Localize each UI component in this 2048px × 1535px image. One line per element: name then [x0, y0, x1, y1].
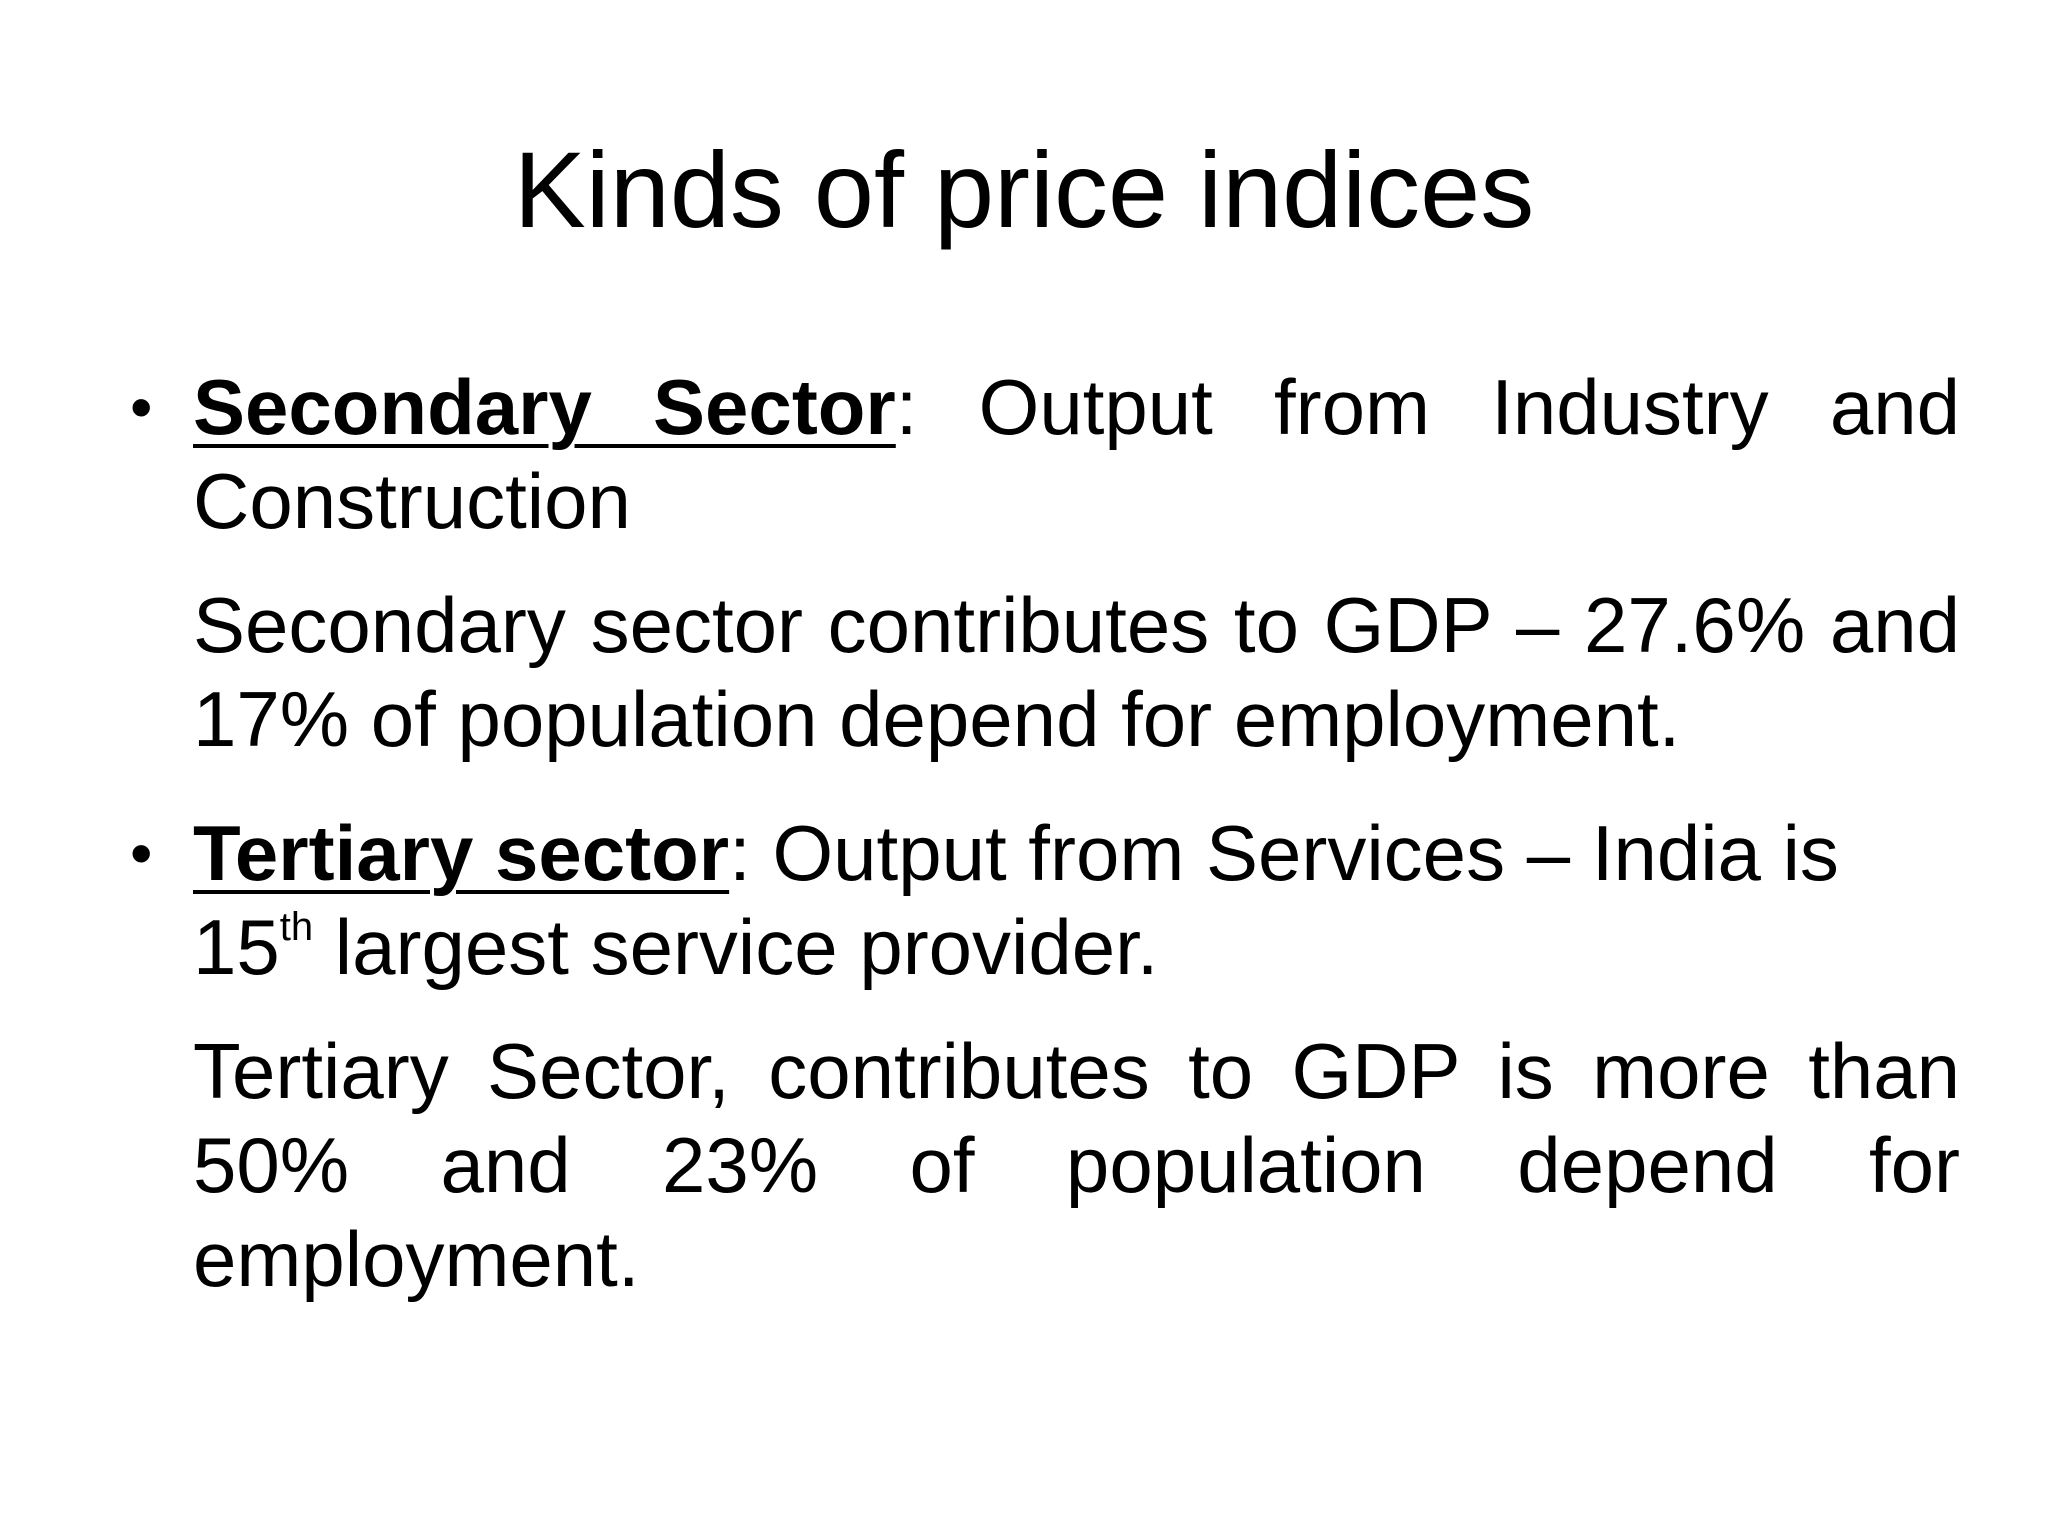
slide-content: • Secondary Sector: Output from Industry …: [130, 360, 1960, 1306]
term-tertiary-sector: Tertiary sector: [193, 809, 730, 897]
bullet-tertiary-sector: • Tertiary sector: Output from Services –…: [130, 806, 1960, 994]
term-secondary-sector: Secondary Sector: [193, 363, 896, 451]
tertiary-sector-detail: Tertiary Sector, contributes to GDP is m…: [193, 1027, 1960, 1303]
rank-number: 15: [193, 903, 280, 991]
ordinal-suffix: th: [279, 905, 314, 949]
bullet-text-continued: largest service provider.: [313, 903, 1159, 991]
slide-title: Kinds of price indices: [513, 129, 1535, 250]
bullet-icon: •: [130, 371, 153, 443]
bullet-icon: •: [130, 817, 153, 889]
secondary-sector-detail: Secondary sector contributes to GDP – 27…: [193, 581, 1960, 763]
bullet-text: Output from Industry and Construction: [193, 363, 1960, 545]
term-separator: :: [895, 363, 918, 451]
bullet-text: Output from Services – India is: [750, 809, 1839, 897]
term-separator: :: [729, 809, 751, 897]
bullet-secondary-sector: • Secondary Sector: Output from Industry …: [130, 360, 1960, 548]
